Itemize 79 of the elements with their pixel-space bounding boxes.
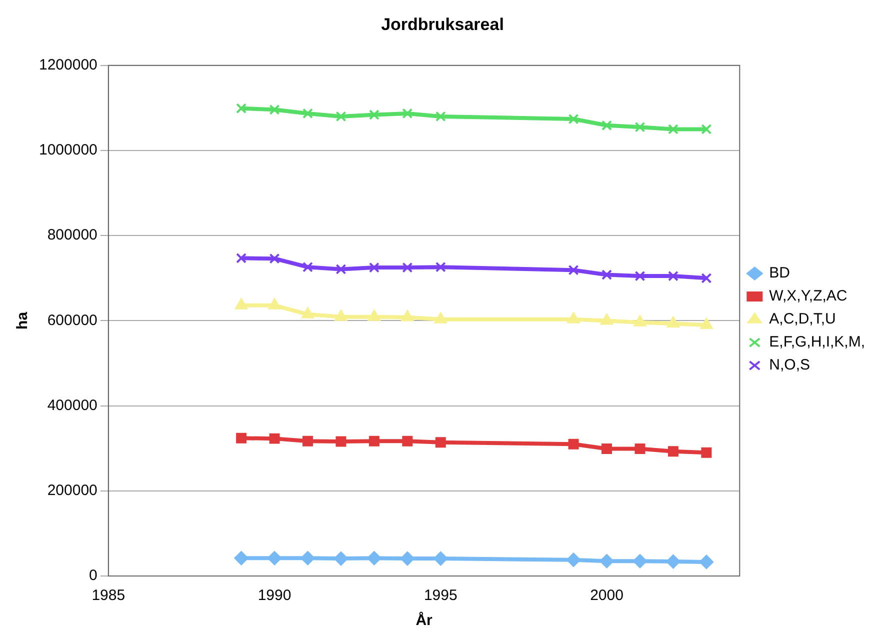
- point: [336, 111, 346, 122]
- point: [236, 252, 247, 264]
- point: [602, 120, 612, 131]
- point: [401, 310, 414, 322]
- point: [667, 316, 680, 328]
- chart-title: Jordbruksareal: [381, 14, 504, 34]
- point: [600, 554, 614, 568]
- point: [634, 444, 646, 454]
- point: [368, 262, 380, 273]
- point: [700, 318, 713, 329]
- y-tick-label: 200000: [47, 482, 98, 500]
- point: [568, 114, 579, 124]
- point: [402, 262, 413, 273]
- point: [435, 437, 446, 448]
- point: [336, 436, 346, 447]
- point: [668, 270, 678, 282]
- legend-label: BD: [769, 264, 790, 282]
- point: [701, 447, 712, 458]
- y-tick-label: 400000: [47, 396, 98, 414]
- point: [268, 298, 281, 310]
- legend-label: N,O,S: [769, 356, 810, 374]
- point: [235, 298, 248, 310]
- point: [269, 433, 280, 444]
- point: [302, 262, 313, 272]
- point: [236, 432, 247, 444]
- point: [634, 122, 646, 132]
- x-tick-label: 1985: [92, 587, 126, 604]
- y-tick-label: 1200000: [38, 56, 98, 74]
- point: [668, 446, 678, 457]
- point: [632, 554, 647, 568]
- point: [268, 551, 282, 566]
- point: [602, 270, 612, 280]
- point: [368, 110, 380, 120]
- point: [701, 272, 712, 284]
- point: [300, 551, 315, 566]
- point: [699, 554, 714, 569]
- y-tick-label: 600000: [47, 312, 98, 329]
- point: [334, 552, 348, 566]
- x-tick-label: 1990: [258, 587, 292, 604]
- point: [302, 307, 314, 318]
- y-tick-label: 0: [89, 567, 98, 584]
- point: [367, 551, 382, 566]
- point: [600, 314, 613, 325]
- y-tick-label: 800000: [47, 226, 98, 244]
- y-tick-label: 1000000: [38, 142, 98, 159]
- point: [566, 552, 581, 567]
- point: [602, 444, 612, 454]
- point: [269, 253, 280, 264]
- point: [634, 270, 646, 282]
- point: [400, 552, 414, 566]
- legend-label: A,C,D,T,U: [769, 310, 836, 328]
- point: [634, 315, 646, 326]
- point: [336, 264, 346, 274]
- point: [368, 310, 380, 321]
- point: [434, 552, 448, 566]
- point: [666, 554, 680, 569]
- legend-label: E,F,G,H,I,K,M,: [769, 334, 866, 351]
- point: [368, 436, 380, 446]
- point: [302, 108, 313, 119]
- point: [435, 111, 446, 122]
- point: [668, 124, 678, 134]
- legend-label: W,X,Y,Z,AC: [769, 288, 848, 305]
- x-axis-title: År: [416, 611, 433, 630]
- point: [302, 436, 313, 446]
- point: [402, 108, 413, 119]
- x-tick-label: 2000: [590, 587, 624, 604]
- point: [567, 312, 580, 324]
- point: [334, 310, 348, 321]
- point: [435, 262, 446, 272]
- y-axis-title: ha: [14, 311, 32, 330]
- point: [402, 436, 413, 446]
- point: [568, 438, 579, 450]
- point: [701, 124, 712, 134]
- point: [568, 264, 579, 276]
- x-tick-label: 1995: [424, 587, 458, 604]
- point: [236, 103, 247, 114]
- point: [234, 551, 248, 566]
- point: [269, 104, 280, 115]
- point: [434, 312, 447, 324]
